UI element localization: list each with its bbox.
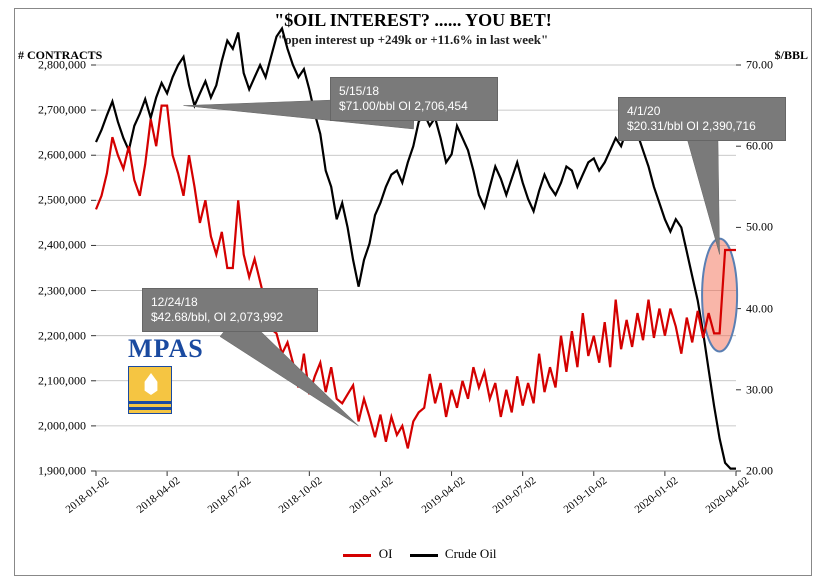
- y1-tick-label: 2,000,000: [38, 418, 86, 433]
- callout-line: 5/15/18: [339, 84, 489, 99]
- x-tick-label: 2018-04-02: [135, 475, 183, 516]
- wave-icon: [129, 407, 171, 410]
- legend: OI Crude Oil: [0, 546, 826, 562]
- x-tick-label: 2018-10-02: [277, 475, 325, 516]
- mpas-logo: MPAS: [128, 334, 248, 414]
- legend-swatch-oi: [343, 554, 371, 557]
- legend-label-crude: Crude Oil: [445, 546, 497, 561]
- chart-subtitle: "open interest up +249k or +11.6% in las…: [0, 32, 826, 48]
- legend-swatch-crude: [410, 554, 438, 557]
- wave-icon: [129, 401, 171, 404]
- y1-tick-label: 2,600,000: [38, 148, 86, 163]
- y1-tick-label: 2,200,000: [38, 328, 86, 343]
- logo-text: MPAS: [128, 334, 248, 364]
- y1-tick-label: 2,400,000: [38, 238, 86, 253]
- y2-tick-label: 40.00: [746, 301, 773, 316]
- y1-tick-label: 2,300,000: [38, 283, 86, 298]
- x-tick-label: 2020-01-02: [633, 475, 681, 516]
- callout-2: 4/1/20 $20.31/bbl OI 2,390,716: [618, 97, 786, 141]
- callout-line: $71.00/bbl OI 2,706,454: [339, 99, 489, 114]
- x-tick-label: 2019-04-02: [419, 475, 467, 516]
- y1-tick-label: 1,900,000: [38, 464, 86, 479]
- y2-tick-label: 30.00: [746, 382, 773, 397]
- x-ticks: 2018-01-022018-04-022018-07-022018-10-02…: [96, 471, 736, 541]
- oil-drop-icon: [143, 373, 159, 395]
- y1-tick-label: 2,700,000: [38, 103, 86, 118]
- x-tick-label: 2019-10-02: [561, 475, 609, 516]
- y2-axis-label: $/BBL: [775, 48, 808, 63]
- y2-tick-label: 50.00: [746, 220, 773, 235]
- y1-ticks: 1,900,0002,000,0002,100,0002,200,0002,30…: [0, 65, 92, 471]
- callout-3: 12/24/18 $42.68/bbl, OI 2,073,992: [142, 288, 318, 332]
- x-tick-label: 2018-07-02: [206, 475, 254, 516]
- callout-1: 5/15/18 $71.00/bbl OI 2,706,454: [330, 77, 498, 121]
- chart-title: "$OIL INTEREST? ...... YOU BET!: [0, 10, 826, 31]
- callout-line: $42.68/bbl, OI 2,073,992: [151, 310, 309, 325]
- x-tick-label: 2019-07-02: [490, 475, 538, 516]
- y1-tick-label: 2,500,000: [38, 193, 86, 208]
- logo-badge: [128, 366, 172, 414]
- callout-line: $20.31/bbl OI 2,390,716: [627, 119, 777, 134]
- y1-tick-label: 2,100,000: [38, 373, 86, 388]
- y2-tick-label: 70.00: [746, 58, 773, 73]
- x-tick-label: 2019-01-02: [348, 475, 396, 516]
- y2-tick-label: 20.00: [746, 464, 773, 479]
- legend-label-oi: OI: [379, 546, 393, 561]
- callout-line: 12/24/18: [151, 295, 309, 310]
- y1-tick-label: 2,800,000: [38, 58, 86, 73]
- callout-line: 4/1/20: [627, 104, 777, 119]
